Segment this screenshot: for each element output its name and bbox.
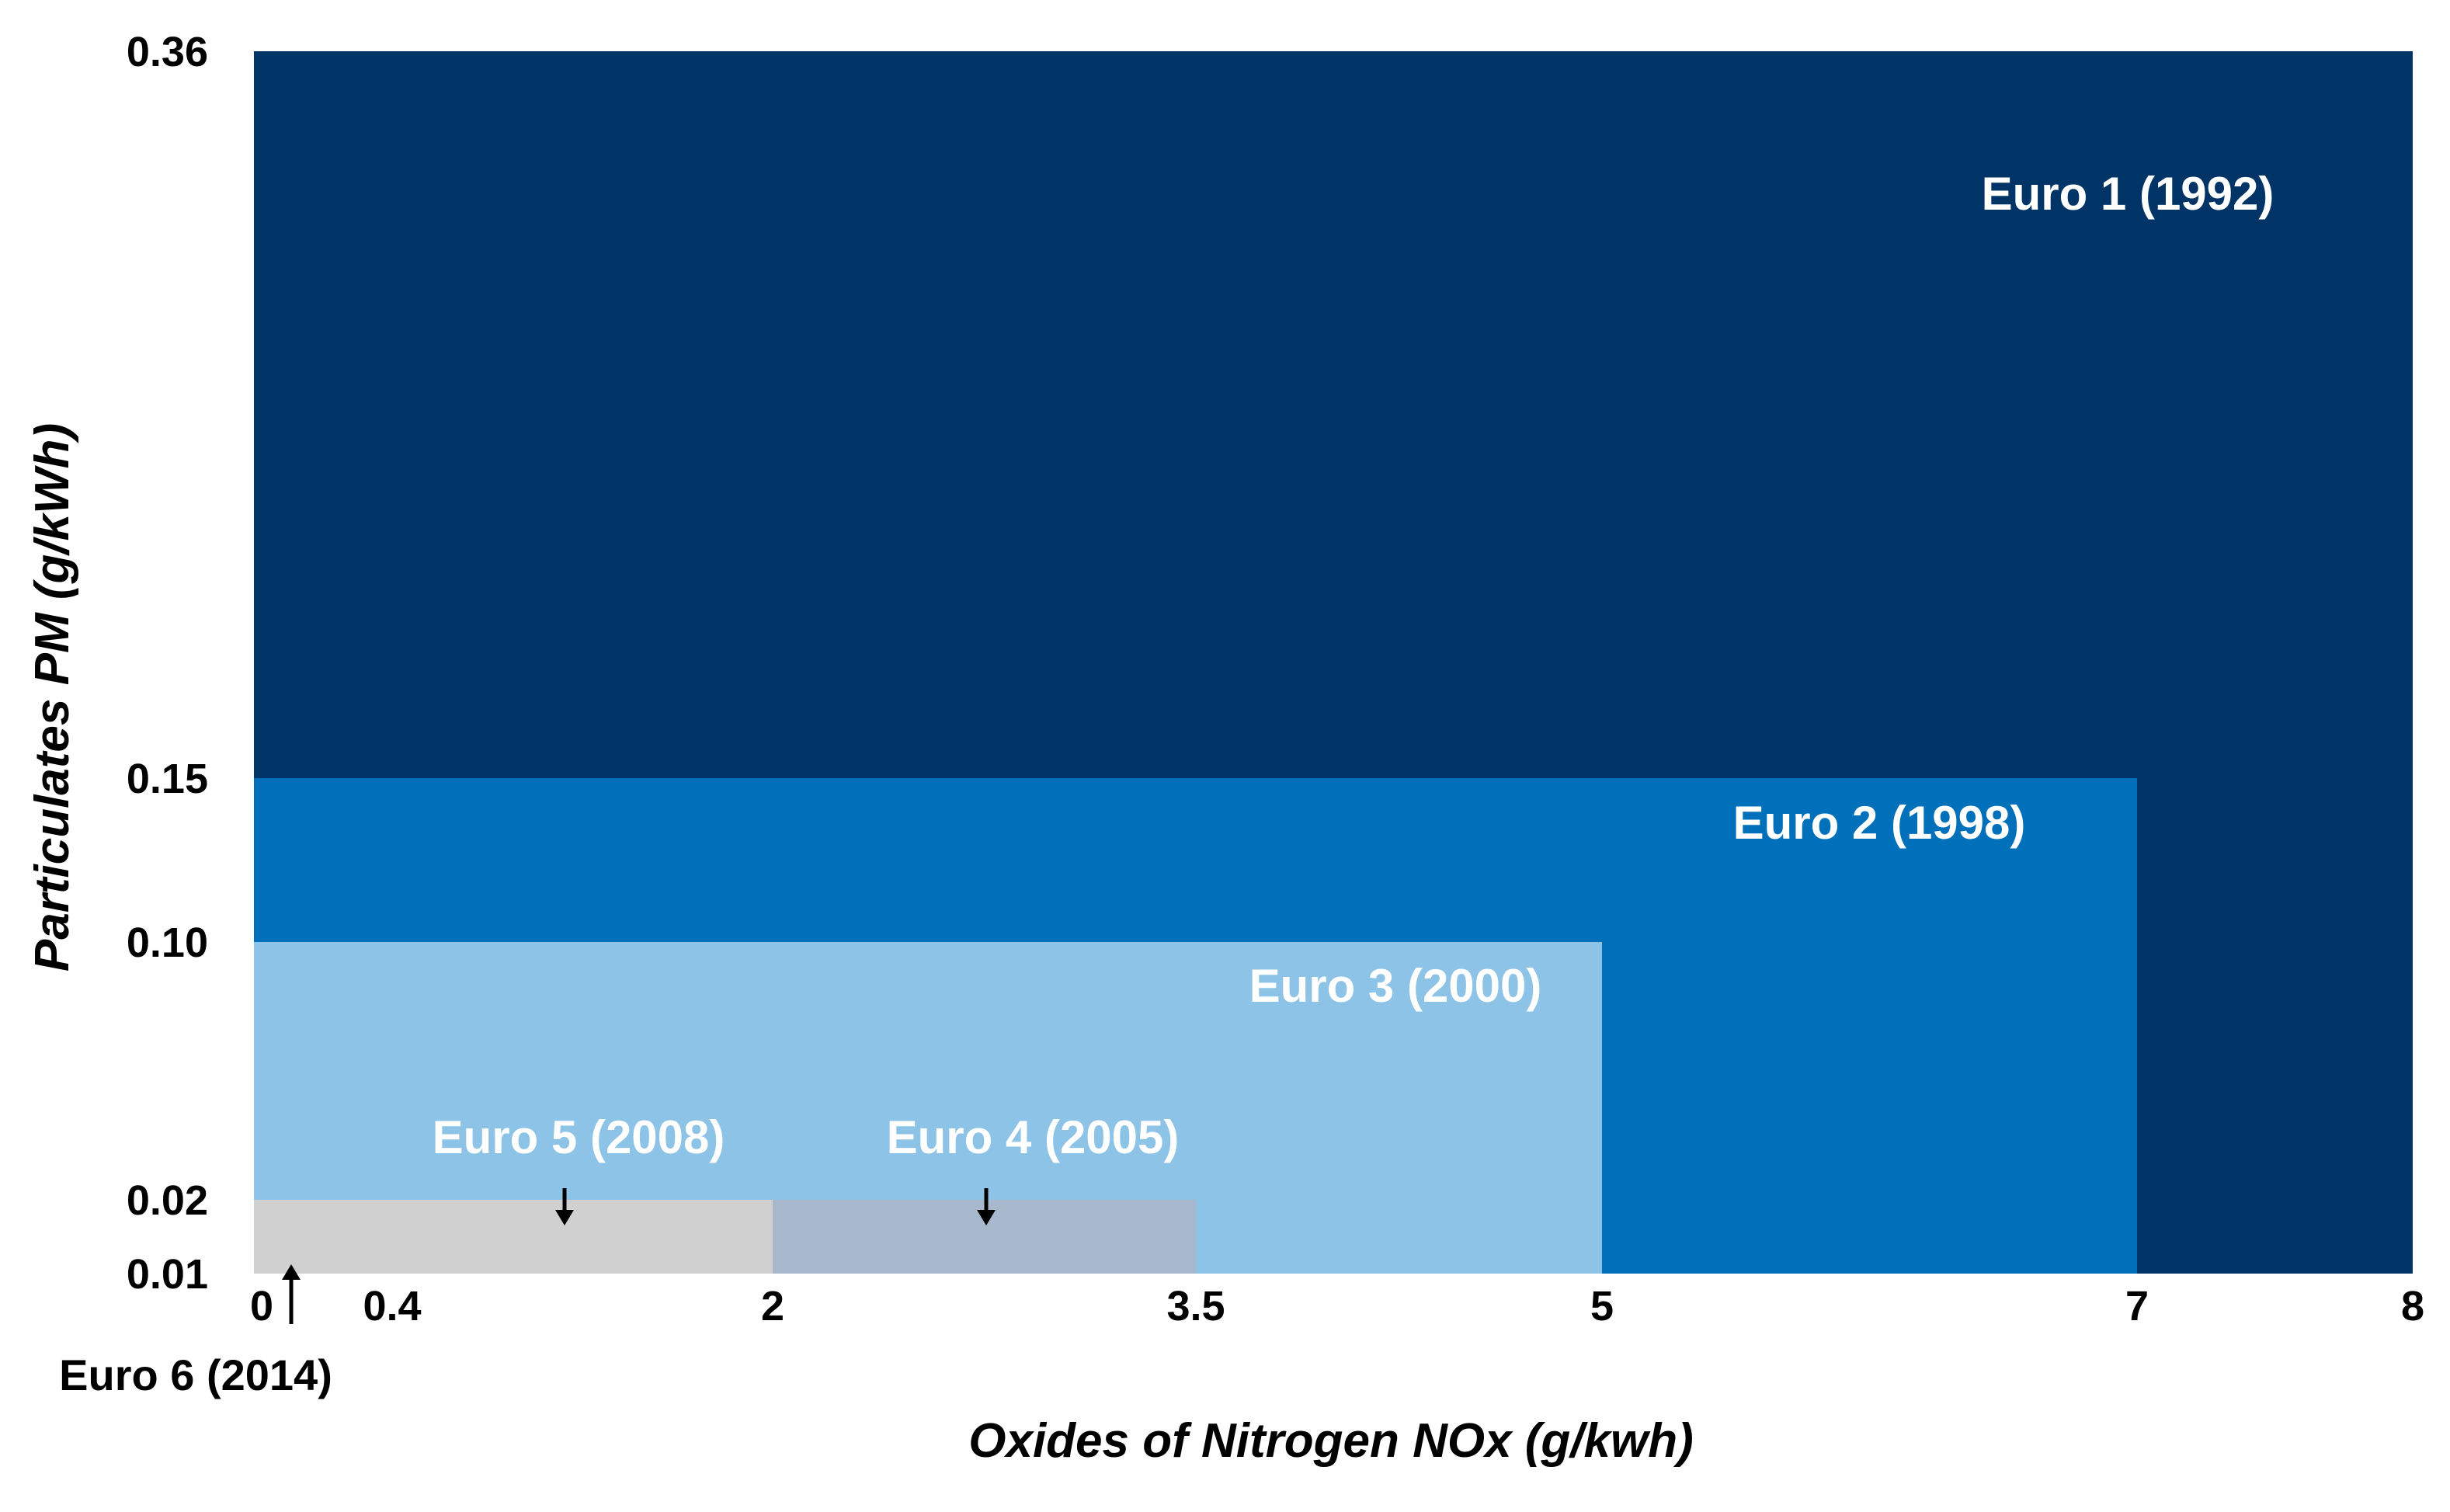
region-label-euro-3-2000: Euro 3 (2000) [1249,960,1542,1012]
x-tick-label: 0.4 [363,1283,421,1330]
y-tick-label: 0.15 [127,756,208,802]
x-tick-label: 8 [2401,1283,2424,1330]
region-label-euro-1-1992: Euro 1 (1992) [1982,168,2275,220]
x-tick-label: 2 [761,1283,784,1330]
region-labels: Euro 1 (1992) Euro 2 (1998) Euro 3 (2000) E… [59,168,2274,1399]
region-label-euro-4-2005: Euro 4 (2005) [887,1111,1180,1163]
x-tick-label: 5 [1590,1283,1614,1330]
y-axis-tick-labels: 0.01 0.02 0.10 0.15 0.36 [127,29,208,1298]
euro-5-arrow [555,1188,574,1225]
x-axis-tick-labels: 0 0.4 2 3.5 5 7 8 [250,1283,2424,1330]
x-tick-label: 0 [250,1283,273,1330]
x-tick-label: 3.5 [1166,1283,1225,1330]
region-label-euro-5-2008: Euro 5 (2008) [433,1111,725,1163]
y-axis-title: Particulates PM (g/kWh) [26,423,79,972]
annotation-arrows [282,1188,996,1324]
emission-regions [254,51,2413,1274]
euro-6-arrow [282,1264,301,1324]
x-tick-label: 7 [2125,1283,2149,1330]
region-label-euro-6-2014: Euro 6 (2014) [59,1350,332,1399]
region-label-euro-2-1998: Euro 2 (1998) [1733,797,2026,849]
region-euro-5-2008 [254,1200,773,1274]
y-tick-label: 0.36 [127,29,208,75]
y-tick-label: 0.10 [127,919,208,966]
y-tick-label: 0.02 [127,1177,208,1224]
euro-4-arrow [977,1188,996,1225]
x-axis-title: Oxides of Nitrogen NOx (g/kwh) [968,1414,1694,1468]
y-tick-label: 0.01 [127,1251,208,1298]
